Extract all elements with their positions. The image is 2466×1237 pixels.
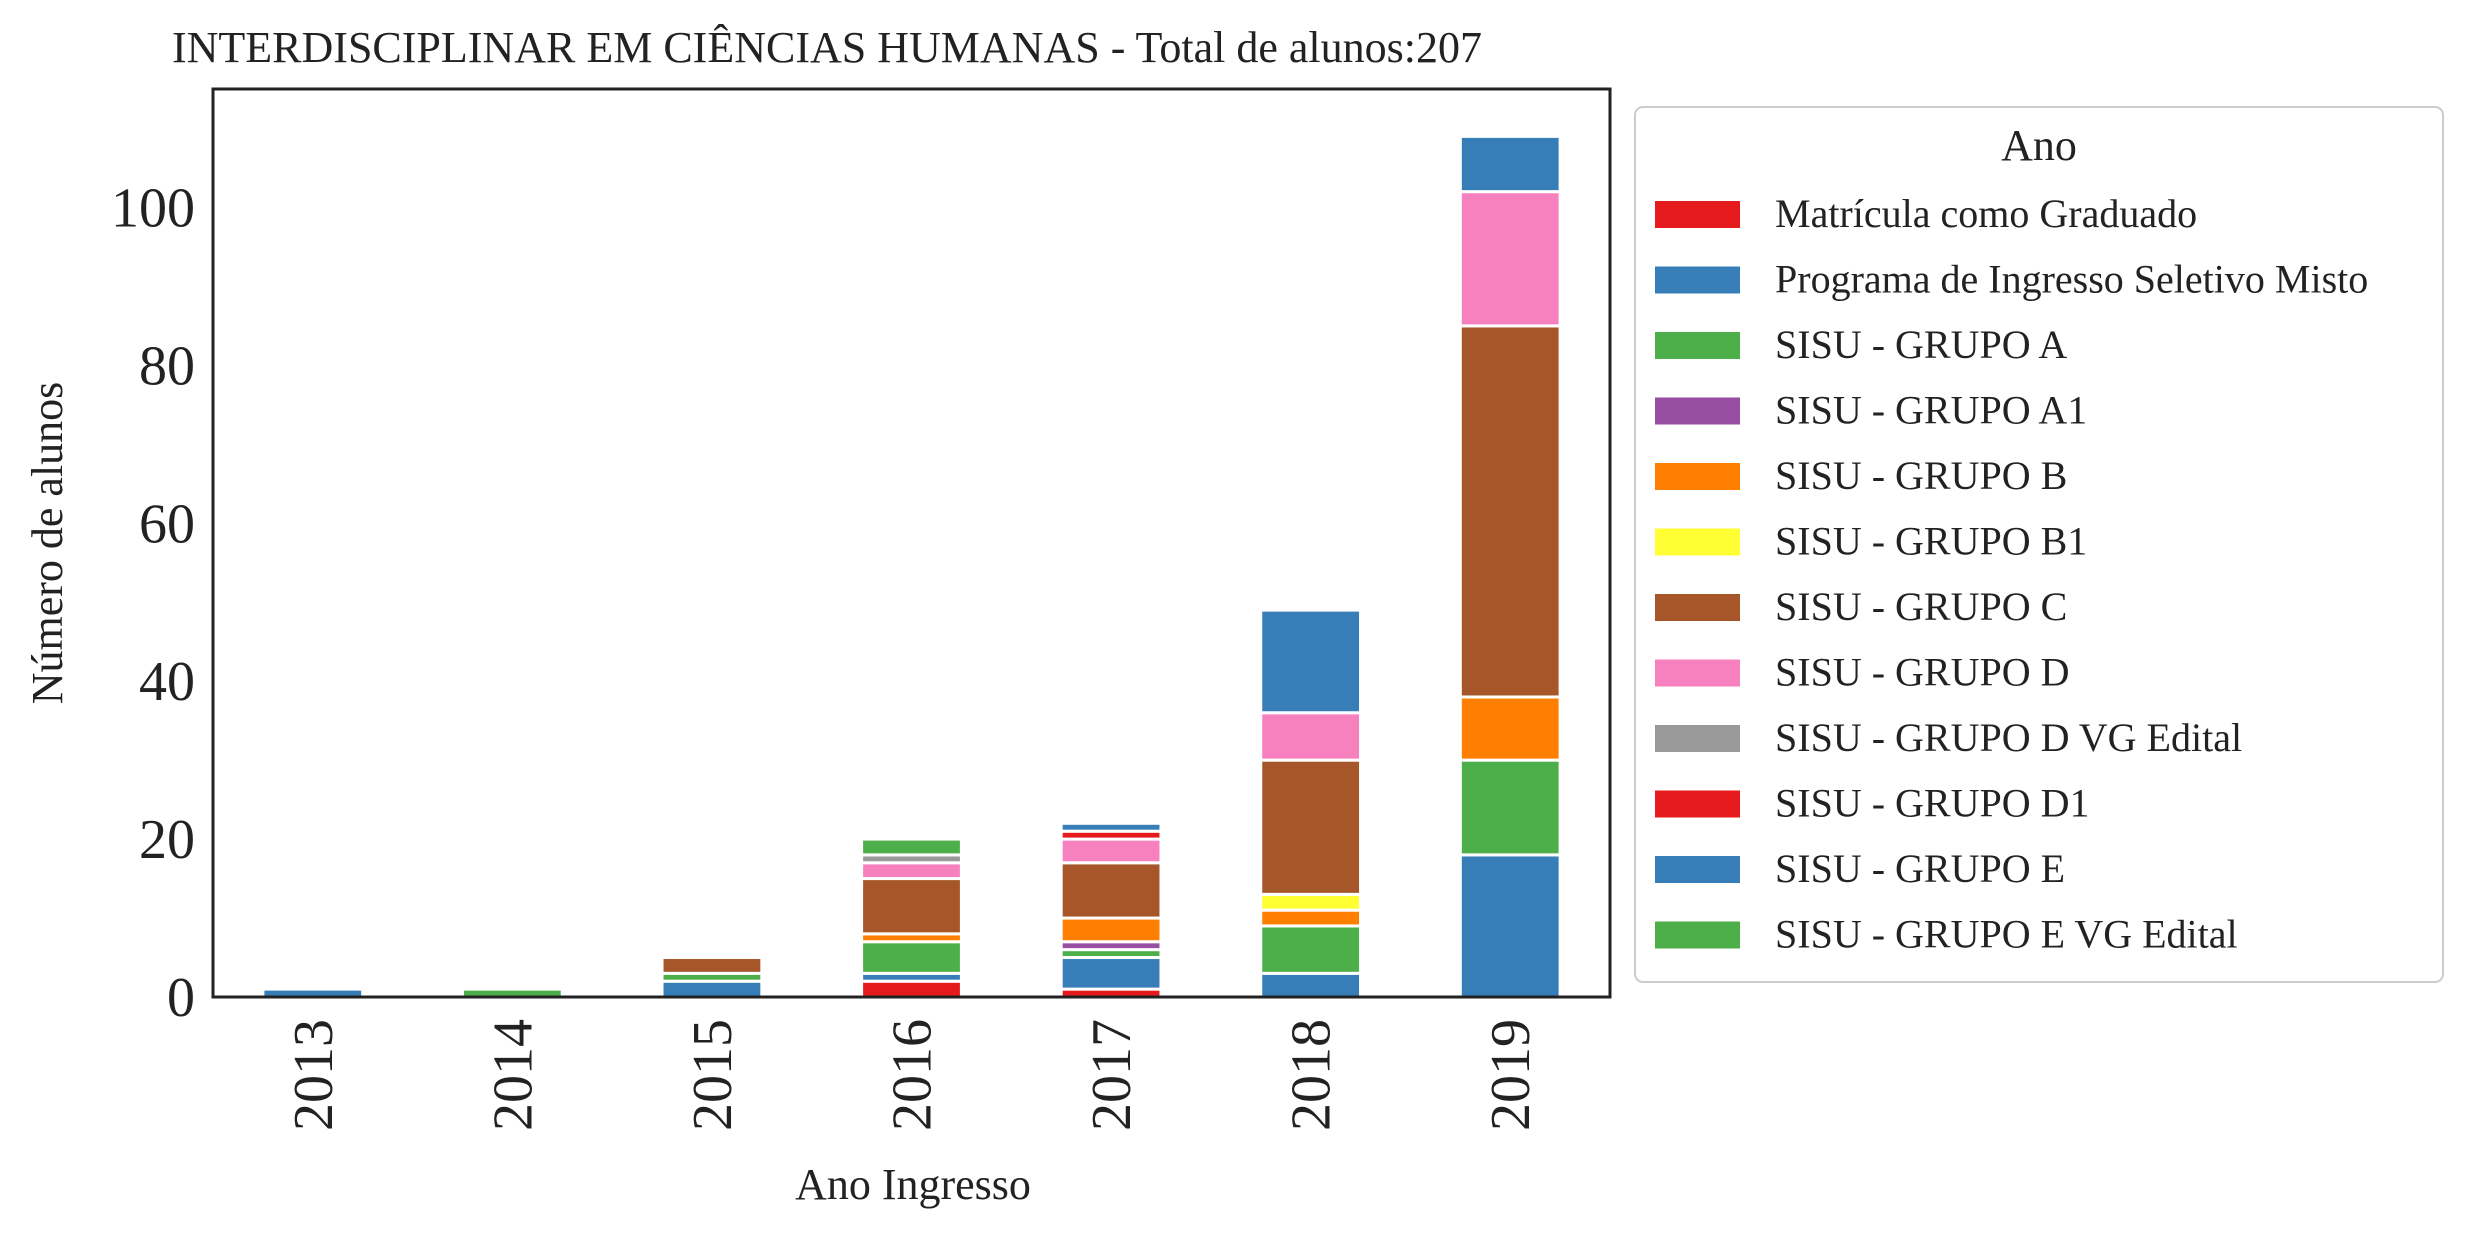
plot-frame — [211, 87, 1612, 999]
legend-label: SISU - GRUPO D — [1775, 650, 2070, 695]
bar-2016-sisu-grupo-c — [860, 877, 963, 936]
legend-swatch — [1655, 790, 1740, 818]
legend-swatch — [1655, 332, 1740, 359]
x-tick-label: 2014 — [482, 1019, 544, 1131]
legend-label: SISU - GRUPO B1 — [1775, 519, 2087, 564]
bar-2018-sisu-grupo-e — [1259, 608, 1363, 715]
bar-2018-sisu-grupo-d — [1259, 711, 1363, 762]
x-tick-label: 2018 — [1281, 1019, 1343, 1131]
x-ticks: 2013 2014 2015 2016 2017 2018 2019 — [283, 1019, 1542, 1131]
legend-swatch — [1655, 856, 1740, 883]
x-tick-label: 2019 — [1480, 1019, 1542, 1131]
x-tick-label: 2013 — [283, 1019, 345, 1131]
bar-2017-programa-de-ingresso-seletivo-misto — [1059, 956, 1163, 991]
bar-2017-sisu-grupo-d — [1059, 837, 1163, 865]
bar-2016-sisu-grupo-a — [860, 940, 963, 975]
y-tick-label: 20 — [139, 809, 195, 871]
bar-2018-programa-de-ingresso-seletivo-misto — [1259, 971, 1363, 999]
bar-2018-sisu-grupo-c — [1259, 758, 1363, 896]
bar-2018-sisu-grupo-b — [1259, 908, 1363, 928]
legend-swatch — [1655, 528, 1740, 556]
legend-title: Ano — [2001, 121, 2077, 170]
bar-2015-sisu-grupo-c — [660, 956, 764, 975]
legend-label: Matrícula como Graduado — [1775, 191, 2197, 236]
bar-2019-sisu-grupo-a — [1458, 758, 1562, 857]
bar-2017-sisu-grupo-c — [1059, 861, 1163, 920]
y-tick-label: 100 — [111, 177, 195, 239]
legend-frame — [1634, 106, 2444, 983]
y-axis-label: Número de alunos — [23, 382, 72, 705]
y-tick-label: 0 — [167, 967, 195, 1029]
legend-label: SISU - GRUPO D1 — [1775, 781, 2090, 826]
bar-2018-sisu-grupo-a — [1259, 924, 1363, 975]
legend-label: SISU - GRUPO D VG Edital — [1775, 715, 2242, 760]
x-axis-label: Ano Ingresso — [795, 1160, 1031, 1209]
legend-label: SISU - GRUPO B — [1775, 453, 2067, 498]
x-tick-label: 2015 — [682, 1019, 744, 1131]
bar-2017-sisu-grupo-b — [1059, 916, 1163, 944]
bar-2016-sisu-grupo-e-vg-edital — [860, 837, 963, 857]
bar-2018-sisu-grupo-b1 — [1259, 892, 1363, 912]
legend-swatch — [1655, 725, 1740, 752]
legend-swatch — [1655, 266, 1740, 294]
y-ticks: 0 20 40 60 80 100 — [111, 177, 195, 1029]
y-tick-label: 80 — [139, 335, 195, 397]
bar-2017-sisu-grupo-e — [1059, 821, 1163, 833]
x-tick-label: 2016 — [882, 1019, 944, 1131]
legend-label: SISU - GRUPO A1 — [1775, 388, 2087, 433]
legend-swatch — [1655, 463, 1740, 490]
y-tick-label: 60 — [139, 493, 195, 555]
legend-swatch — [1655, 921, 1740, 949]
legend-label: SISU - GRUPO C — [1775, 584, 2067, 629]
legend-items: Matrícula como Graduado Programa de Ingre… — [1655, 191, 2368, 957]
bar-2019-sisu-grupo-b — [1458, 695, 1562, 762]
chart-title: INTERDISCIPLINAR EM CIÊNCIAS HUMANAS - T… — [172, 23, 1482, 72]
legend: Ano Matrícula como Graduado Programa de I… — [1634, 106, 2444, 983]
legend-swatch — [1655, 594, 1740, 621]
bar-2016-matr-cula-como-graduado — [860, 979, 963, 999]
bar-2019-programa-de-ingresso-seletivo-misto — [1458, 853, 1562, 999]
bar-2019-sisu-grupo-c — [1458, 324, 1562, 699]
legend-label: SISU - GRUPO E — [1775, 846, 2065, 891]
y-tick-label: 40 — [139, 651, 195, 713]
bar-2015-programa-de-ingresso-seletivo-misto — [660, 979, 764, 999]
bar-2019-sisu-grupo-d — [1458, 190, 1562, 328]
x-tick-label: 2017 — [1081, 1019, 1143, 1131]
legend-swatch — [1655, 201, 1740, 228]
bars-layer — [261, 134, 1562, 999]
bar-2019-sisu-grupo-e — [1458, 134, 1562, 194]
bar-2016-sisu-grupo-d — [860, 861, 963, 881]
legend-label: SISU - GRUPO A — [1775, 322, 2067, 367]
legend-swatch — [1655, 659, 1740, 687]
legend-swatch — [1655, 397, 1740, 425]
legend-label: Programa de Ingresso Seletivo Misto — [1775, 257, 2368, 302]
legend-label: SISU - GRUPO E VG Edital — [1775, 912, 2238, 957]
